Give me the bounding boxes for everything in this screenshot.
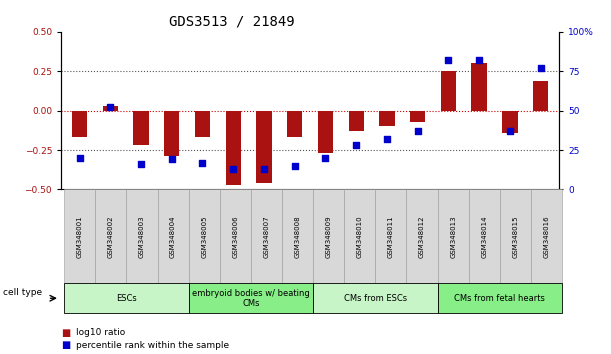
Point [444,57,453,63]
Text: log10 ratio: log10 ratio [76,328,126,337]
Bar [225,110,241,185]
Bar [472,63,487,110]
Bar [256,110,272,183]
Text: CMs from fetal hearts: CMs from fetal hearts [455,294,545,303]
Bar [502,110,518,133]
Text: embryoid bodies w/ beating
CMs: embryoid bodies w/ beating CMs [192,289,310,308]
Bar [348,110,364,131]
Bar [133,110,148,145]
Text: percentile rank within the sample: percentile rank within the sample [76,341,230,350]
Point [536,65,546,71]
Text: GDS3513 / 21849: GDS3513 / 21849 [169,14,295,28]
Text: GSM348013: GSM348013 [450,215,456,258]
Point [382,136,392,142]
Bar [164,110,180,156]
Text: GSM348011: GSM348011 [388,215,394,258]
Text: GSM348012: GSM348012 [419,215,425,258]
Point [321,155,331,161]
Text: GSM348001: GSM348001 [77,215,82,258]
Text: GSM348003: GSM348003 [139,215,145,258]
Point [105,105,115,110]
Text: GSM348005: GSM348005 [201,215,207,258]
Point [229,166,238,172]
Text: CMs from ESCs: CMs from ESCs [344,294,407,303]
Text: GSM348010: GSM348010 [357,215,363,258]
Text: GSM348008: GSM348008 [295,215,301,258]
Text: GSM348002: GSM348002 [108,215,114,258]
Bar [410,110,425,122]
Text: GSM348004: GSM348004 [170,215,176,258]
Point [75,155,84,161]
Point [474,57,484,63]
Text: ■: ■ [61,328,70,338]
Text: GSM348007: GSM348007 [263,215,269,258]
Bar [318,110,333,153]
Point [351,142,361,148]
Point [290,163,299,169]
Point [136,161,146,167]
Bar [533,81,548,110]
Point [413,128,423,134]
Bar [103,106,118,110]
Point [197,160,207,165]
Text: GSM348014: GSM348014 [481,215,488,258]
Point [167,156,177,162]
Bar [441,71,456,110]
Bar [287,110,302,137]
Bar [379,110,395,126]
Text: GSM348016: GSM348016 [544,215,549,258]
Text: GSM348015: GSM348015 [513,215,518,258]
Bar [72,110,87,137]
Point [505,128,515,134]
Text: ESCs: ESCs [116,294,137,303]
Bar [195,110,210,137]
Text: ■: ■ [61,340,70,350]
Text: GSM348006: GSM348006 [232,215,238,258]
Text: GSM348009: GSM348009 [326,215,332,258]
Point [259,166,269,172]
Text: cell type: cell type [3,289,42,297]
